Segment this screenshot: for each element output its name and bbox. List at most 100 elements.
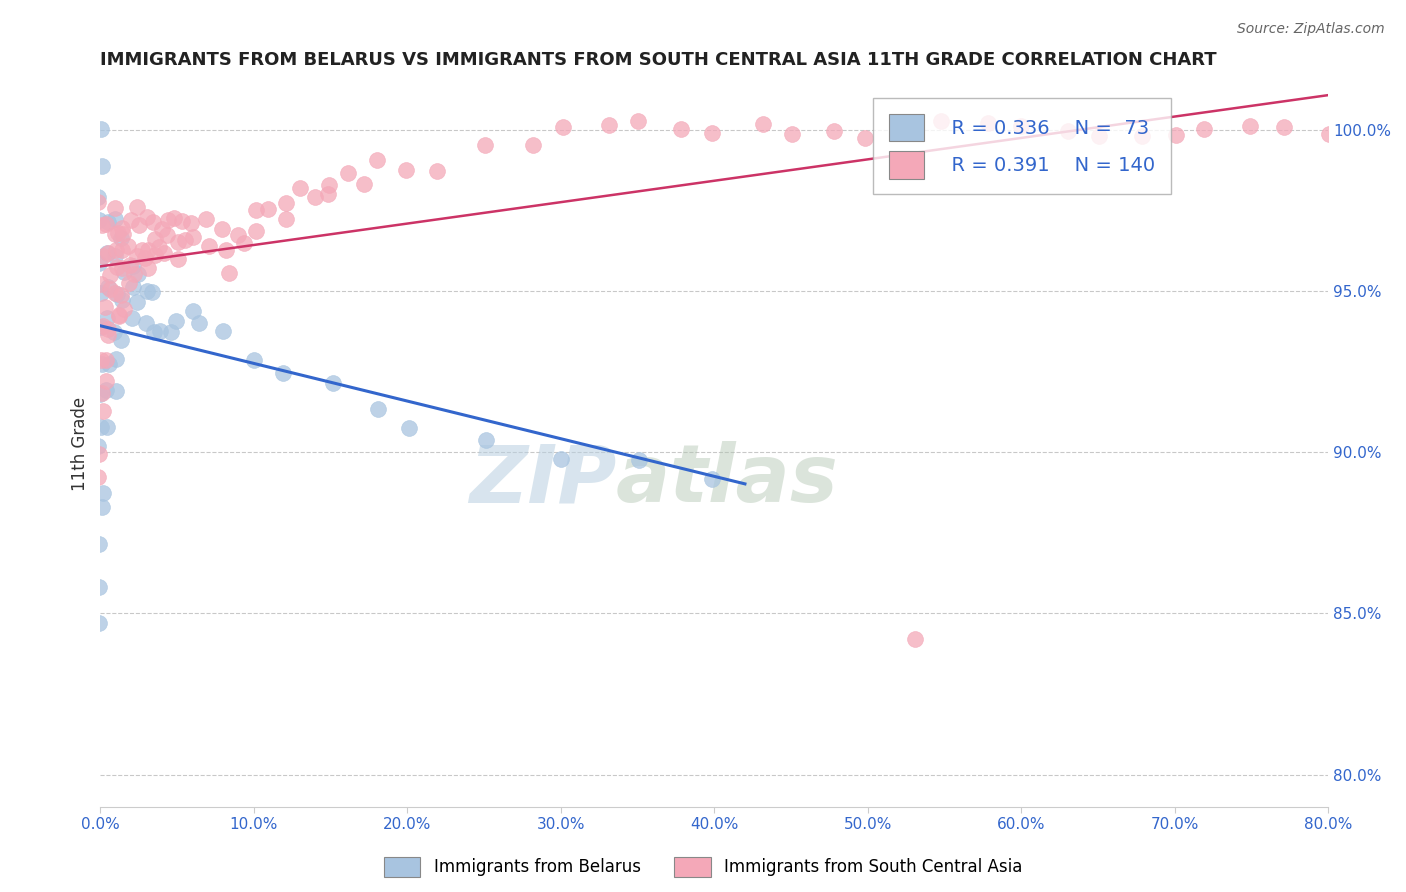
Point [163, 211, 186, 226]
Point [702, 126, 724, 140]
Text: IMMIGRANTS FROM BELARUS VS IMMIGRANTS FROM SOUTH CENTRAL ASIA 11TH GRADE CORRELA: IMMIGRANTS FROM BELARUS VS IMMIGRANTS FR… [100, 51, 1218, 69]
Point [104, 286, 127, 301]
Point [97, 215, 120, 229]
Point [104, 212, 127, 227]
Point [135, 316, 157, 330]
Point [1088, 129, 1111, 144]
Point [180, 216, 202, 230]
Point [274, 196, 297, 211]
Point [367, 402, 389, 417]
Point [91, 485, 114, 500]
Point [256, 202, 278, 216]
Point [553, 120, 575, 134]
Point [96, 328, 118, 343]
Point [426, 163, 449, 178]
Point [904, 632, 927, 646]
Point [104, 243, 127, 257]
Point [98, 283, 121, 297]
Point [118, 258, 141, 272]
Point [122, 280, 145, 294]
Point [134, 252, 156, 266]
Point [91, 385, 114, 400]
Point [104, 227, 127, 241]
Point [931, 113, 953, 128]
Point [127, 250, 149, 264]
Point [111, 293, 134, 307]
Point [173, 233, 195, 247]
Point [337, 166, 360, 180]
Point [94, 374, 117, 388]
Point [157, 213, 180, 227]
Point [97, 279, 120, 293]
Point [215, 244, 238, 258]
Point [276, 212, 298, 227]
Point [271, 367, 294, 381]
Point [128, 218, 150, 232]
Point [1057, 124, 1080, 138]
Point [110, 231, 132, 245]
Point [105, 384, 128, 398]
Point [211, 222, 233, 236]
Point [125, 294, 148, 309]
Point [87, 256, 110, 270]
Point [112, 265, 135, 279]
Point [198, 238, 221, 252]
Point [475, 433, 498, 447]
Point [1317, 127, 1340, 141]
Point [143, 326, 166, 340]
Point [96, 384, 118, 398]
Point [94, 300, 117, 314]
Legend: Immigrants from Belarus, Immigrants from South Central Asia: Immigrants from Belarus, Immigrants from… [377, 850, 1029, 884]
Point [1164, 128, 1187, 142]
Point [104, 201, 127, 215]
Point [87, 439, 110, 453]
Point [148, 239, 170, 253]
Point [522, 138, 544, 153]
Point [136, 210, 159, 224]
Point [143, 248, 166, 262]
Point [212, 325, 235, 339]
Point [165, 313, 187, 327]
Point [90, 286, 112, 301]
Point [353, 177, 375, 191]
Point [122, 267, 145, 281]
Point [90, 319, 112, 334]
Point [107, 308, 129, 322]
Point [87, 470, 110, 484]
Point [107, 310, 129, 324]
Point [90, 420, 112, 434]
Point [131, 244, 153, 258]
Point [550, 451, 572, 466]
Point [111, 220, 134, 235]
Point [89, 447, 111, 461]
Point [188, 316, 211, 330]
Point [87, 580, 110, 594]
Point [1192, 121, 1215, 136]
Point [112, 227, 135, 241]
Point [141, 285, 163, 300]
Point [194, 211, 217, 226]
Point [1130, 129, 1153, 144]
Point [366, 153, 388, 167]
Point [110, 333, 132, 347]
Point [751, 117, 773, 131]
Point [105, 287, 128, 301]
Point [122, 259, 145, 273]
Point [96, 352, 118, 367]
Point [87, 537, 110, 551]
Point [91, 218, 114, 232]
Point [245, 224, 267, 238]
Point [232, 236, 254, 251]
Point [1239, 119, 1261, 133]
Point [218, 266, 240, 280]
Point [395, 163, 418, 178]
Point [87, 213, 110, 227]
Point [702, 471, 724, 485]
Point [104, 352, 127, 367]
Point [243, 353, 266, 368]
Point [977, 116, 1000, 130]
Point [136, 243, 159, 257]
Point [150, 222, 173, 236]
Point [98, 268, 121, 282]
Point [87, 195, 110, 210]
